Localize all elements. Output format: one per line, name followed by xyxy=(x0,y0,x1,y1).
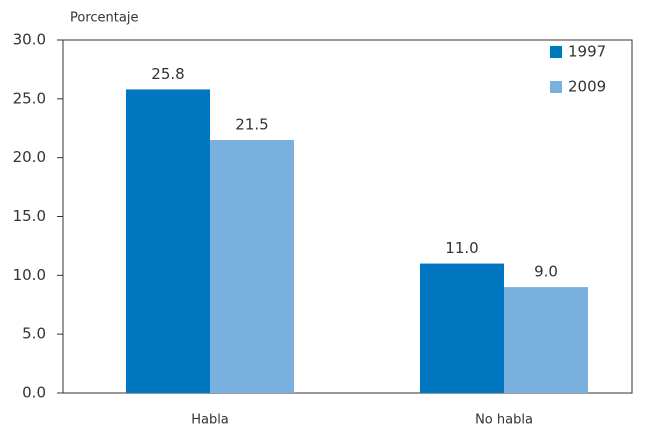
bar xyxy=(210,140,294,393)
x-tick-label: No habla xyxy=(475,413,533,428)
legend-swatch xyxy=(550,81,562,93)
value-label: 11.0 xyxy=(445,239,478,257)
legend-label: 1997 xyxy=(568,43,606,61)
value-label: 25.8 xyxy=(151,65,184,83)
bar xyxy=(504,287,588,393)
y-axis-label: Porcentaje xyxy=(70,11,138,26)
y-tick-label: 0.0 xyxy=(22,384,46,402)
y-tick-label: 15.0 xyxy=(13,207,46,225)
y-tick-label: 30.0 xyxy=(13,31,46,49)
bar xyxy=(126,89,210,394)
legend-label: 2009 xyxy=(568,78,606,96)
value-label: 9.0 xyxy=(534,263,558,281)
y-tick-label: 20.0 xyxy=(13,148,46,166)
y-tick-label: 25.0 xyxy=(13,89,46,107)
y-tick-label: 10.0 xyxy=(13,266,46,284)
legend-swatch xyxy=(550,46,562,58)
value-label: 21.5 xyxy=(235,116,268,134)
bar xyxy=(420,263,504,393)
y-tick-label: 5.0 xyxy=(22,325,46,343)
x-tick-label: Habla xyxy=(191,413,229,428)
